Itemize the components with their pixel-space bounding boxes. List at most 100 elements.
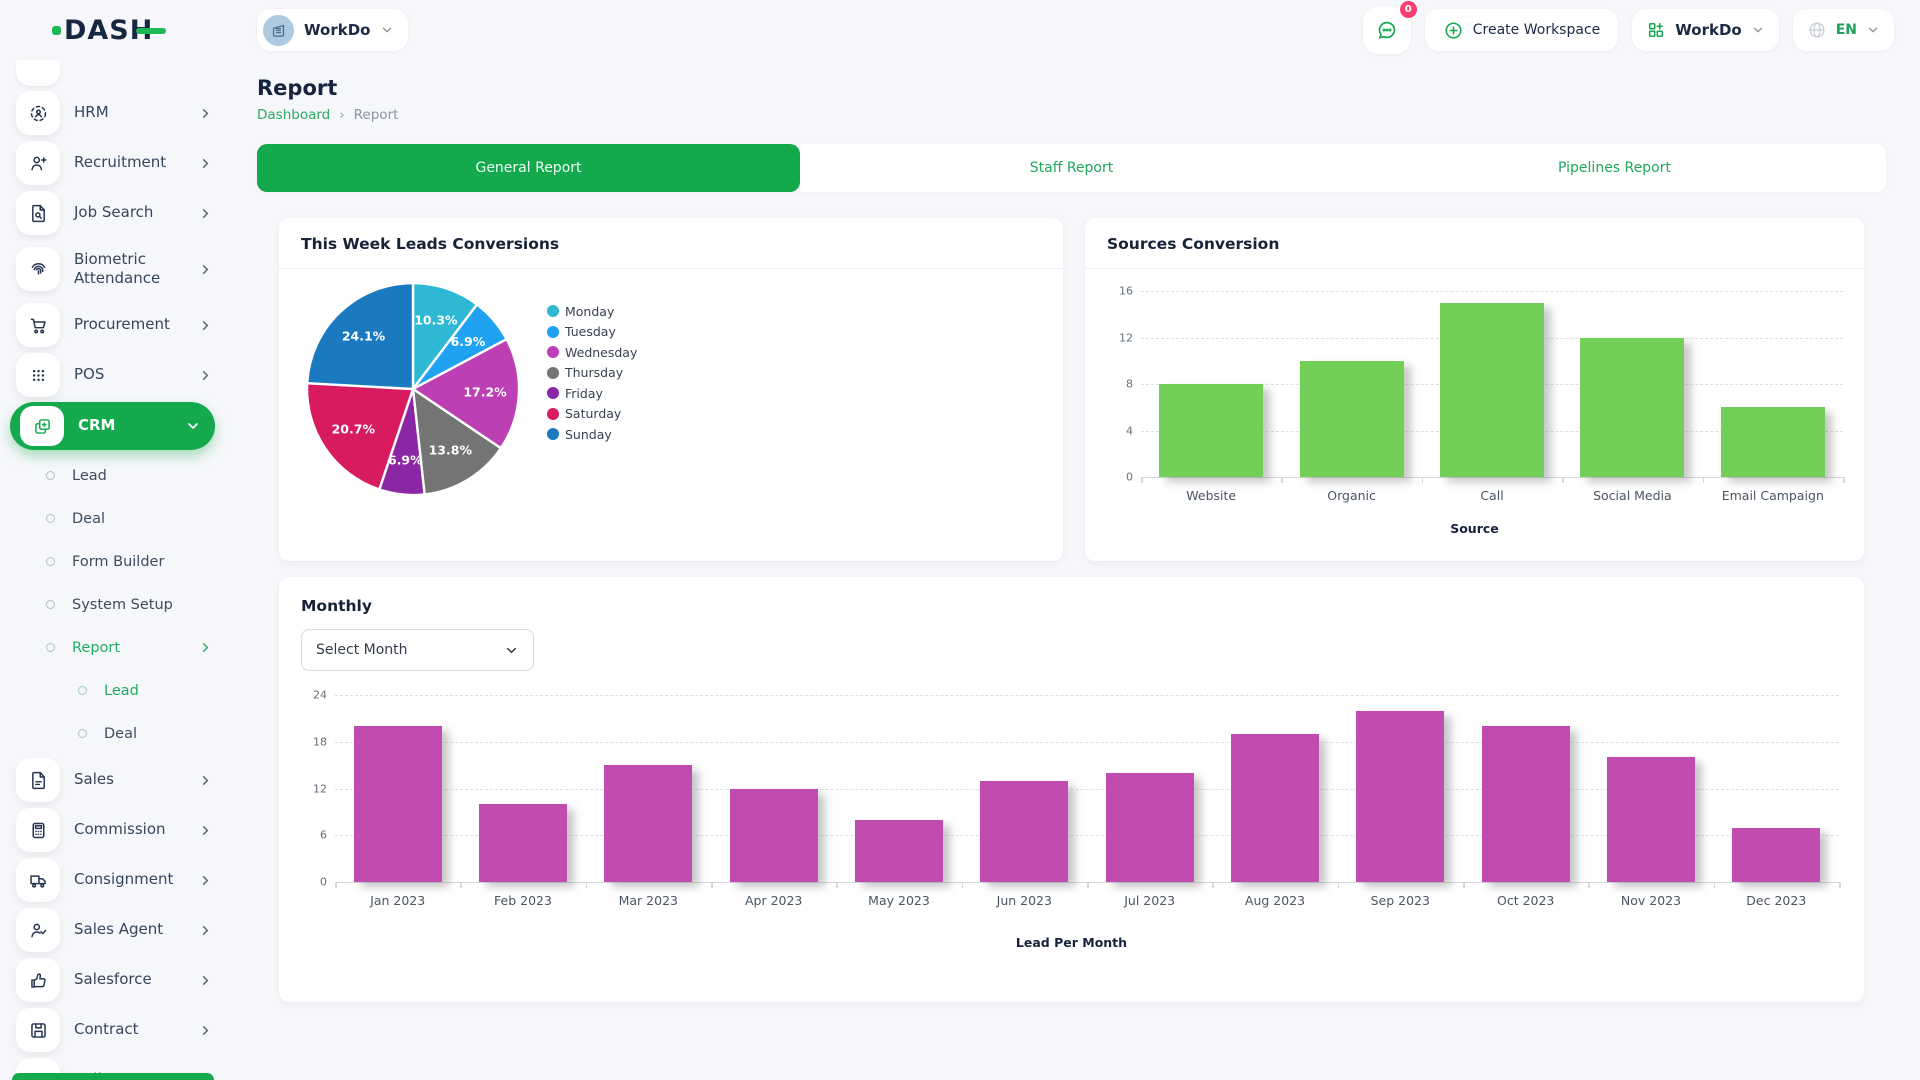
sales-icon: [16, 758, 60, 802]
bar-jun-2023: [980, 780, 1069, 882]
x-axis-tick: [1702, 477, 1705, 483]
topbar: WorkDo 0 Create Workspace WorkDo: [233, 0, 1920, 60]
monthly-title: Monthly: [301, 597, 372, 615]
sidebar-subitem-deal[interactable]: Deal: [16, 497, 219, 540]
messages-button[interactable]: 0: [1362, 1, 1417, 54]
plus-circle-icon: [1445, 21, 1462, 39]
bar-sep-2023: [1356, 710, 1445, 882]
sidebar-item-hrm[interactable]: HRM: [16, 88, 219, 138]
create-workspace-label: Create Workspace: [1472, 22, 1601, 38]
gridline: [1141, 291, 1843, 292]
workspace-menu-label: WorkDo: [1675, 21, 1742, 39]
chevron-right-icon: [198, 773, 213, 788]
workspace-switcher[interactable]: WorkDo: [257, 9, 409, 51]
legend-label: Tuesday: [565, 324, 616, 340]
pie-slice-value-label: 10.3%: [414, 313, 458, 328]
x-axis-tick: [1141, 477, 1143, 483]
chevron-right-icon: [198, 823, 213, 838]
legend-item-saturday: Saturday: [547, 404, 637, 425]
sidebar-item-contract[interactable]: Contract: [16, 1005, 219, 1055]
legend-item-friday: Friday: [547, 383, 637, 404]
sidebar-item-label: Consignment: [74, 870, 174, 889]
bullet-icon: [78, 729, 87, 738]
building-icon: [272, 24, 285, 37]
logo-dot: [52, 25, 61, 35]
x-category-label: Sep 2023: [1370, 893, 1430, 908]
sidebar-subitem-label: Lead: [104, 682, 139, 699]
x-axis-tick: [460, 882, 462, 888]
sidebar-item-salesforce[interactable]: Salesforce: [16, 955, 219, 1005]
x-category-label: Mar 2023: [618, 893, 678, 908]
language-selector[interactable]: EN: [1792, 9, 1894, 51]
workspace-name: WorkDo: [304, 21, 371, 39]
x-axis-tick: [1212, 882, 1214, 888]
month-select[interactable]: Select Month: [301, 629, 534, 671]
x-category-label: Jun 2023: [996, 893, 1052, 908]
weekly-leads-card: This Week Leads Conversions 10.3% 6.9% 17.…: [279, 218, 1063, 561]
x-category-label: Jul 2023: [1124, 893, 1176, 908]
chevron-right-icon: [198, 206, 213, 221]
y-axis-tick-label: 12: [313, 782, 327, 795]
pie-slice-thursday: [411, 387, 503, 496]
sidebar-subitem-label: Report: [72, 639, 121, 656]
chevron-right-icon: [198, 973, 213, 988]
sidebar-subitem-lead[interactable]: Lead: [16, 454, 219, 497]
sidebar-item-crm[interactable]: CRM: [10, 402, 215, 450]
sidebar-item-sales-agent[interactable]: Sales Agent: [16, 905, 219, 955]
sidebar-item-recruitment[interactable]: Recruitment: [16, 138, 219, 188]
sidebar-subitem-deal[interactable]: Deal: [16, 712, 219, 755]
legend-label: Monday: [565, 303, 615, 319]
sidebar-item-biometric-attendance[interactable]: Biometric Attendance: [16, 238, 219, 300]
sidebar-subitem-report[interactable]: Report: [16, 626, 219, 669]
breadcrumb-dashboard-link[interactable]: Dashboard: [257, 107, 331, 123]
chevron-right-icon: [198, 318, 213, 333]
create-workspace-button[interactable]: Create Workspace: [1424, 9, 1619, 51]
x-axis-tick: [1463, 882, 1465, 888]
sidebar-item-label: Biometric Attendance: [74, 249, 161, 288]
sidebar-subitem-lead[interactable]: Lead: [16, 669, 219, 712]
chevron-right-icon: [198, 1023, 213, 1038]
gridline: [335, 788, 1839, 790]
chevron-down-icon: [504, 643, 519, 658]
x-axis-tick: [1843, 477, 1845, 483]
bar-call: [1440, 302, 1544, 477]
sidebar-item-sales[interactable]: Sales: [16, 755, 219, 805]
sidebar-subitem-system-setup[interactable]: System Setup: [16, 583, 219, 626]
tab-staff-report[interactable]: Staff Report: [1029, 160, 1114, 176]
bar-feb-2023: [479, 804, 567, 882]
sidebar-item-label: Contract: [74, 1020, 139, 1039]
sidebar-item-commission[interactable]: Commission: [16, 805, 219, 855]
sidebar-item-consignment[interactable]: Consignment: [16, 855, 219, 905]
legend-item-sunday: Sunday: [547, 424, 637, 445]
bar-may-2023: [855, 819, 943, 882]
sidebar-item-job-search[interactable]: Job Search: [16, 188, 219, 238]
legend-dot-icon: [547, 428, 559, 441]
report-tabs: General Report Staff Report Pipelines Re…: [257, 144, 1886, 192]
x-category-label: Email Campaign: [1721, 488, 1824, 503]
sales-agent-icon: [16, 908, 60, 952]
x-axis-tick: [1087, 882, 1089, 888]
sidebar-subitem-label: System Setup: [72, 596, 173, 613]
app-logo[interactable]: DASH: [0, 0, 233, 60]
sidebar-item-pos[interactable]: POS: [16, 350, 219, 400]
x-axis-tick: [961, 882, 964, 888]
sources-bar-chart: 0 4 8 12 16 Website Organic Call Social Media Ema…: [1105, 269, 1845, 521]
x-category-label: Apr 2023: [744, 893, 803, 908]
partially-scrolled-menu-item-bottom: [12, 1073, 214, 1080]
sources-conversion-card: Sources Conversion 0 4 8 12 16 Website Organic…: [1085, 218, 1864, 561]
x-axis-tick: [836, 882, 838, 888]
x-category-label: Dec 2023: [1746, 893, 1807, 908]
sidebar-item-procurement[interactable]: Procurement: [16, 300, 219, 350]
monthly-card: Monthly Select Month 0 6 12 18 24 Jan 2023 Feb…: [279, 577, 1864, 1002]
x-category-label: Call: [1480, 488, 1504, 503]
chevron-down-icon: [185, 418, 201, 434]
bar-mar-2023: [604, 765, 693, 882]
pie-legend: Monday Tuesday Wednesday Thursday Friday…: [547, 301, 637, 445]
tab-general-report[interactable]: General Report: [257, 144, 800, 192]
bar-oct-2023: [1481, 726, 1570, 882]
sidebar-item-label: Commission: [74, 820, 166, 839]
workspace-menu-button[interactable]: WorkDo: [1632, 9, 1779, 51]
bullet-icon: [78, 686, 87, 695]
sidebar-subitem-form-builder[interactable]: Form Builder: [16, 540, 219, 583]
tab-pipelines-report[interactable]: Pipelines Report: [1558, 160, 1671, 176]
